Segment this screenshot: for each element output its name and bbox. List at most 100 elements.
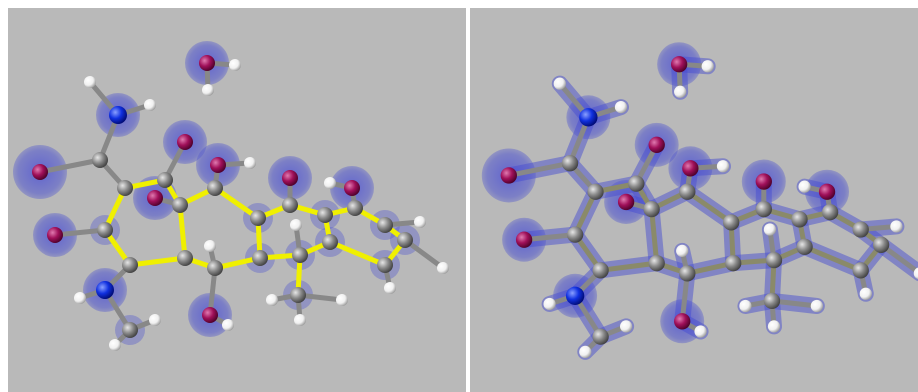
atom bbox=[202, 84, 214, 96]
atom bbox=[755, 200, 772, 218]
atom bbox=[763, 223, 777, 236]
atom bbox=[614, 100, 628, 114]
atom bbox=[109, 339, 121, 351]
atom bbox=[290, 287, 306, 303]
atom bbox=[767, 320, 781, 333]
atom bbox=[543, 297, 556, 311]
atom bbox=[207, 260, 223, 276]
atom bbox=[384, 282, 396, 294]
atom bbox=[579, 345, 592, 359]
atom bbox=[818, 183, 836, 200]
atom bbox=[798, 180, 811, 193]
atom bbox=[157, 172, 173, 188]
atom bbox=[791, 211, 808, 228]
atom bbox=[266, 294, 278, 306]
atom bbox=[755, 173, 772, 190]
atom bbox=[872, 236, 890, 253]
bond bbox=[39, 157, 101, 175]
atom bbox=[821, 204, 839, 221]
atom bbox=[765, 251, 783, 269]
atom bbox=[723, 214, 740, 231]
atom bbox=[252, 250, 268, 266]
right-molecule bbox=[481, 42, 918, 360]
atom bbox=[628, 175, 645, 192]
atom bbox=[202, 307, 218, 323]
bond bbox=[329, 239, 386, 268]
atom bbox=[670, 56, 688, 73]
atom bbox=[648, 136, 665, 153]
atom bbox=[679, 183, 696, 200]
atom bbox=[587, 183, 604, 200]
atom bbox=[282, 170, 298, 186]
atom bbox=[177, 134, 193, 150]
atom bbox=[810, 299, 823, 313]
atom bbox=[290, 219, 302, 231]
atom bbox=[172, 197, 188, 213]
bond bbox=[129, 255, 186, 268]
atom bbox=[679, 265, 696, 282]
atom bbox=[122, 322, 138, 338]
atom bbox=[177, 250, 193, 266]
atom bbox=[682, 160, 699, 177]
atom bbox=[852, 221, 869, 238]
atom bbox=[763, 292, 781, 310]
atom bbox=[674, 85, 687, 98]
atom bbox=[210, 157, 226, 173]
atom bbox=[344, 180, 360, 196]
atom bbox=[592, 262, 609, 279]
bond bbox=[177, 204, 188, 259]
atom bbox=[643, 200, 660, 218]
atom bbox=[92, 152, 108, 168]
atom bbox=[199, 55, 215, 71]
atom bbox=[294, 314, 306, 326]
atom bbox=[565, 286, 585, 305]
atom bbox=[414, 216, 426, 228]
atom bbox=[229, 59, 241, 71]
bond bbox=[649, 208, 660, 264]
bond bbox=[803, 244, 862, 273]
atom bbox=[739, 299, 752, 313]
atom bbox=[890, 220, 903, 233]
atom bbox=[716, 160, 730, 173]
atom bbox=[397, 232, 413, 248]
atom bbox=[96, 281, 114, 299]
atom bbox=[437, 262, 449, 274]
atom bbox=[553, 77, 566, 90]
atom bbox=[117, 180, 133, 196]
bond bbox=[508, 160, 571, 178]
atom bbox=[292, 247, 308, 263]
atom bbox=[648, 255, 665, 272]
atom bbox=[694, 325, 707, 338]
atom bbox=[324, 177, 336, 189]
atom bbox=[592, 328, 609, 345]
atom bbox=[617, 193, 635, 211]
atom bbox=[913, 267, 918, 280]
atom bbox=[84, 76, 96, 88]
atom bbox=[676, 244, 689, 258]
atom bbox=[97, 222, 113, 238]
left-molecule bbox=[13, 41, 449, 351]
atom bbox=[859, 287, 872, 300]
bond bbox=[600, 260, 658, 273]
atom bbox=[207, 180, 223, 196]
atom bbox=[674, 313, 691, 330]
atom bbox=[701, 60, 714, 73]
atom bbox=[322, 234, 338, 250]
atom bbox=[579, 108, 598, 127]
atom bbox=[282, 197, 298, 213]
atom bbox=[244, 157, 256, 169]
atom bbox=[336, 294, 348, 306]
bond bbox=[523, 232, 576, 243]
bond bbox=[54, 227, 106, 238]
atom bbox=[377, 217, 393, 233]
atom bbox=[144, 99, 156, 111]
atom bbox=[149, 314, 161, 326]
atom bbox=[122, 257, 138, 273]
atom bbox=[500, 167, 517, 184]
bond bbox=[685, 189, 733, 225]
atom bbox=[250, 210, 266, 226]
atom bbox=[47, 227, 63, 243]
atom bbox=[74, 292, 86, 304]
atom bbox=[147, 190, 163, 206]
